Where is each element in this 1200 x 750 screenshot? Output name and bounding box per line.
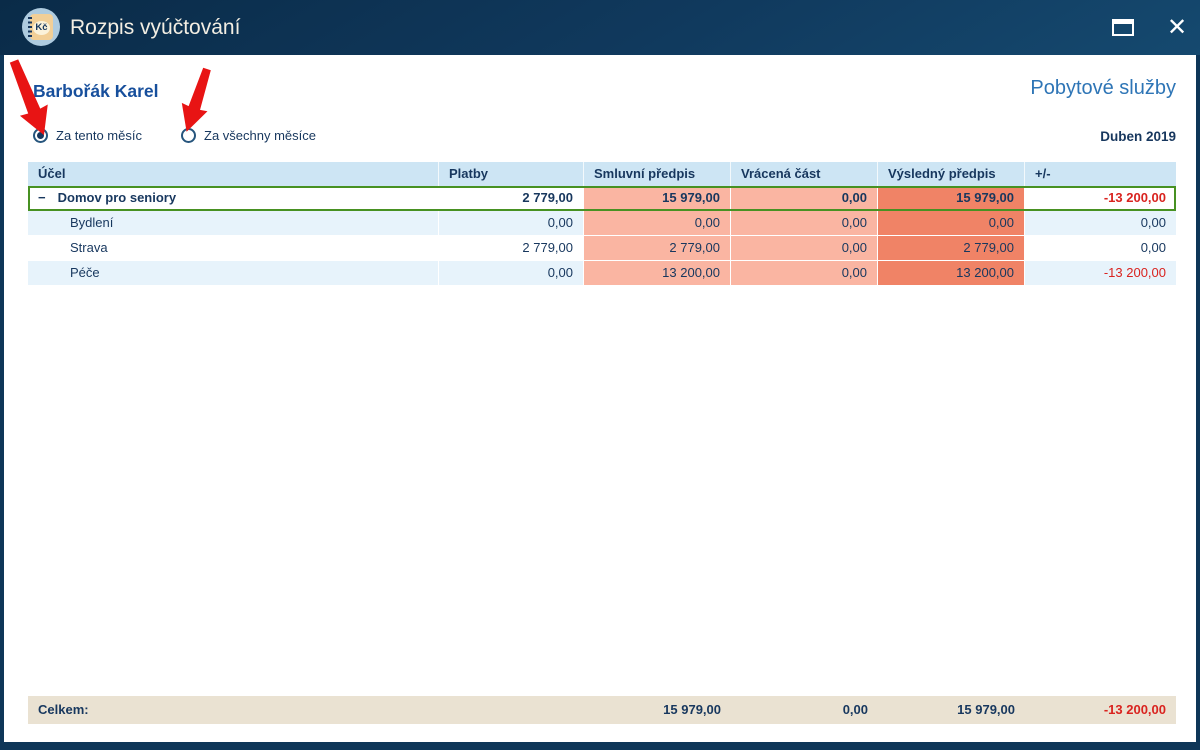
cell-vysledny: 2 779,00 — [878, 236, 1025, 261]
filter-option-this-month[interactable]: Za tento měsíc — [33, 128, 142, 143]
cell-platby: 0,00 — [439, 261, 584, 286]
footer-cell-smluvni: 15 979,00 — [663, 702, 721, 717]
cell-diff: -13 200,00 — [1025, 186, 1176, 211]
table-row-strava[interactable]: Strava 2 779,00 2 779,00 0,00 2 779,00 0… — [28, 236, 1176, 261]
footer-label: Celkem: — [38, 702, 89, 717]
cell-smluvni: 2 779,00 — [584, 236, 731, 261]
footer-cell-vysledny: 15 979,00 — [957, 702, 1015, 717]
cell-vracena: 0,00 — [731, 186, 878, 211]
filter-option-all-months[interactable]: Za všechny měsíce — [181, 128, 316, 143]
radio-this-month[interactable] — [33, 128, 48, 143]
period-label: Duben 2019 — [1100, 129, 1176, 144]
app-logo-icon: Kč — [22, 8, 60, 46]
row-label: Strava — [28, 236, 439, 261]
cell-platby: 2 779,00 — [439, 236, 584, 261]
window-title: Rozpis vyúčtování — [70, 16, 241, 39]
column-header-diff[interactable]: +/- — [1035, 166, 1051, 181]
cell-diff: -13 200,00 — [1025, 261, 1176, 286]
table-header-row: Účel Platby Smluvní předpis Vrácená část… — [28, 162, 1176, 186]
column-header-vracena[interactable]: Vrácená část — [731, 162, 878, 186]
service-type-label: Pobytové služby — [1030, 77, 1176, 99]
radio-this-month-label: Za tento měsíc — [56, 128, 142, 143]
row-label: Bydlení — [28, 211, 439, 236]
content-area: Barbořák Karel Pobytové služby Duben 201… — [4, 55, 1196, 742]
cell-smluvni: 13 200,00 — [584, 261, 731, 286]
cell-smluvni: 15 979,00 — [584, 186, 731, 211]
table-row-bydleni[interactable]: Bydlení 0,00 0,00 0,00 0,00 0,00 — [28, 211, 1176, 236]
cell-platby: 0,00 — [439, 211, 584, 236]
spiral-binding-icon — [28, 17, 32, 38]
cell-smluvni: 0,00 — [584, 211, 731, 236]
table-footer-row: Celkem: 15 979,00 0,00 15 979,00 -13 200… — [28, 696, 1176, 724]
footer-cell-platby — [439, 696, 584, 724]
close-button[interactable]: ✕ — [1166, 14, 1188, 41]
client-name: Barbořák Karel — [33, 81, 159, 101]
cell-diff: 0,00 — [1025, 211, 1176, 236]
titlebar: Kč Rozpis vyúčtování ✕ — [0, 0, 1200, 55]
cell-vysledny: 0,00 — [878, 211, 1025, 236]
cell-platby: 2 779,00 — [439, 186, 584, 211]
cell-vracena: 0,00 — [731, 261, 878, 286]
footer-cell-diff: -13 200,00 — [1103, 702, 1166, 717]
annotation-arrow-all-months — [181, 67, 211, 132]
column-header-ucel[interactable]: Účel — [28, 162, 439, 186]
footer-cell-vracena: 0,00 — [842, 702, 868, 717]
column-header-smluvni[interactable]: Smluvní předpis — [584, 162, 731, 186]
table-row-pece[interactable]: Péče 0,00 13 200,00 0,00 13 200,00 -13 2… — [28, 261, 1176, 286]
billing-table: Účel Platby Smluvní předpis Vrácená část… — [28, 162, 1176, 286]
cell-vysledny: 15 979,00 — [878, 186, 1025, 211]
column-header-vysledny[interactable]: Výsledný předpis — [878, 162, 1025, 186]
row-label: Domov pro seniory — [57, 190, 177, 205]
table-row-domov-pro-seniory[interactable]: − Domov pro seniory 2 779,00 15 979,00 0… — [28, 186, 1176, 211]
cell-vracena: 0,00 — [731, 211, 878, 236]
collapse-icon[interactable]: − — [38, 190, 46, 205]
maximize-button[interactable] — [1112, 19, 1134, 36]
cell-diff: 0,00 — [1025, 236, 1176, 261]
radio-all-months-label: Za všechny měsíce — [204, 128, 316, 143]
cell-vracena: 0,00 — [731, 236, 878, 261]
cell-vysledny: 13 200,00 — [878, 261, 1025, 286]
currency-kc-icon: Kč — [33, 21, 50, 35]
radio-all-months[interactable] — [181, 128, 196, 143]
column-header-platby[interactable]: Platby — [439, 162, 584, 186]
row-label: Péče — [28, 261, 439, 286]
